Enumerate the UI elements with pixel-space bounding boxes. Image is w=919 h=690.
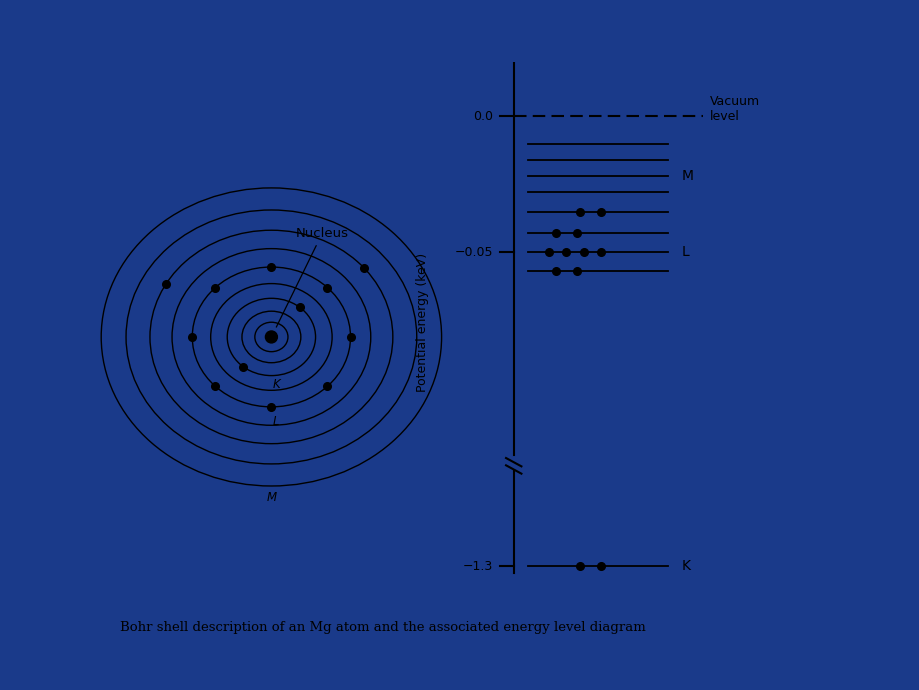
Circle shape	[266, 331, 278, 343]
Text: L: L	[272, 415, 279, 428]
Text: Potential energy (keV): Potential energy (keV)	[416, 253, 429, 392]
Text: 0.0: 0.0	[472, 110, 493, 123]
Text: K: K	[273, 378, 280, 391]
Text: Vacuum
level: Vacuum level	[709, 95, 759, 123]
Text: M: M	[681, 169, 693, 183]
Text: K: K	[681, 559, 690, 573]
Text: −0.05: −0.05	[454, 246, 493, 259]
Text: Bohr shell description of an Mg atom and the associated energy level diagram: Bohr shell description of an Mg atom and…	[119, 622, 644, 634]
Text: Nucleus: Nucleus	[276, 227, 348, 327]
Text: M: M	[266, 491, 277, 504]
Text: L: L	[681, 245, 688, 259]
Text: −1.3: −1.3	[462, 560, 493, 573]
